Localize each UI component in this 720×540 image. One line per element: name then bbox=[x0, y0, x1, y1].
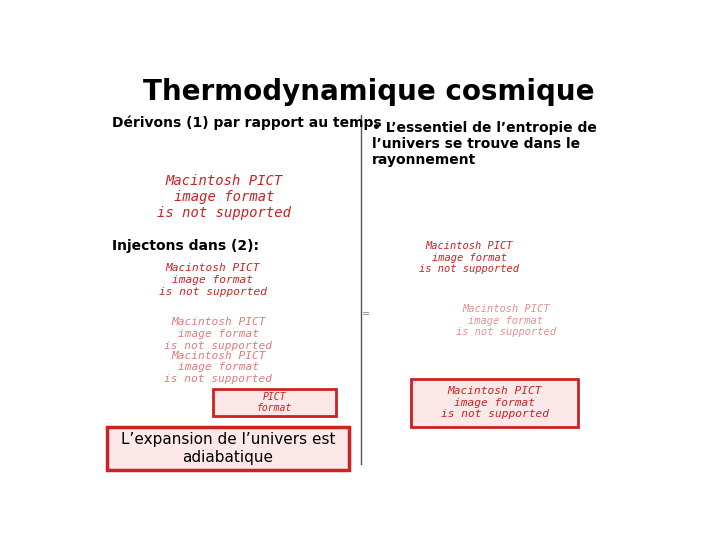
Text: Macintosh PICT
image format
is not supported: Macintosh PICT image format is not suppo… bbox=[157, 174, 291, 220]
Text: PICT
format: PICT format bbox=[256, 392, 292, 414]
Bar bbox=[107, 427, 349, 470]
Bar bbox=[411, 379, 578, 427]
Text: L’expansion de l’univers est
adiabatique: L’expansion de l’univers est adiabatique bbox=[121, 432, 336, 464]
Text: Macintosh PICT
image format
is not supported: Macintosh PICT image format is not suppo… bbox=[164, 318, 272, 350]
Text: • L’essentiel de l’entropie de
l’univers se trouve dans le
rayonnement: • L’essentiel de l’entropie de l’univers… bbox=[372, 121, 597, 167]
Text: Macintosh PICT
image format
is not supported: Macintosh PICT image format is not suppo… bbox=[456, 304, 556, 337]
Text: Macintosh PICT
image format
is not supported: Macintosh PICT image format is not suppo… bbox=[441, 386, 549, 419]
Text: Dérivons (1) par rapport au temps: Dérivons (1) par rapport au temps bbox=[112, 116, 382, 130]
Text: Injectons dans (2):: Injectons dans (2): bbox=[112, 239, 259, 253]
Bar bbox=[213, 389, 336, 416]
Text: =: = bbox=[362, 309, 370, 319]
Text: Macintosh PICT
image format
is not supported: Macintosh PICT image format is not suppo… bbox=[420, 241, 519, 274]
Text: Macintosh PICT
image format
is not supported: Macintosh PICT image format is not suppo… bbox=[158, 264, 266, 296]
Text: Thermodynamique cosmique: Thermodynamique cosmique bbox=[143, 78, 595, 106]
Text: Macintosh PICT
image format
is not supported: Macintosh PICT image format is not suppo… bbox=[164, 350, 272, 384]
